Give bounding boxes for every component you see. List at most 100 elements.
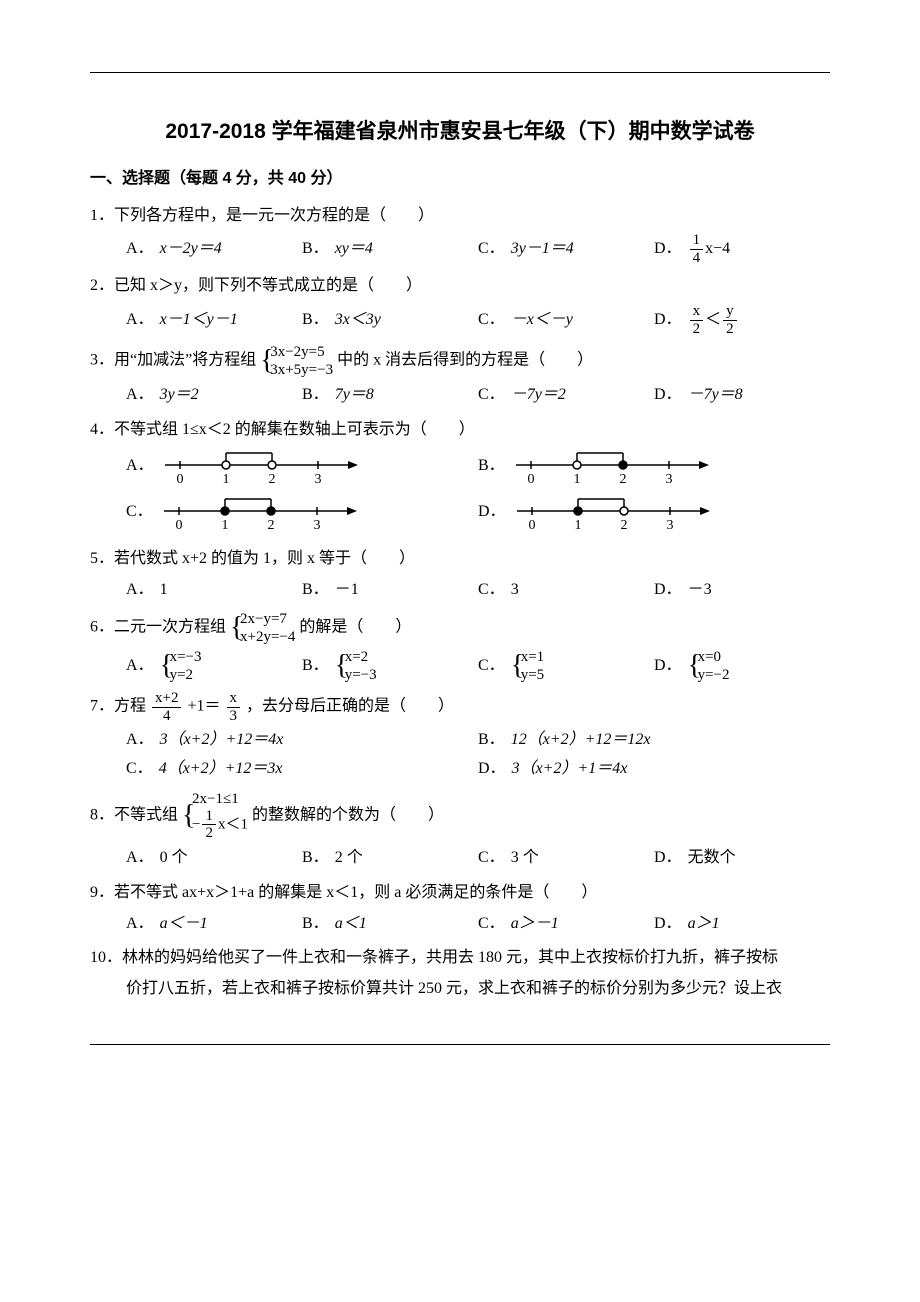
- label-B: B．: [478, 452, 505, 481]
- q2-opt-B: B． 3x＜3y: [302, 306, 478, 335]
- number-line-icon: 0123: [159, 493, 359, 533]
- label-D: D．: [654, 306, 682, 335]
- q6-post: 的解是（ ）: [299, 619, 411, 636]
- svg-text:1: 1: [222, 472, 229, 487]
- svg-text:1: 1: [573, 472, 580, 487]
- svg-text:0: 0: [528, 518, 535, 533]
- section-heading: 一、选择题（每题 4 分，共 40 分）: [90, 165, 830, 194]
- q3-stem: 3．用“加减法”将方程组 { 3x−2y=5 3x+5y=−3 中的 x 消去后…: [90, 343, 830, 379]
- q7-post: ，去分母后正确的是（ ）: [246, 698, 454, 715]
- label-C: C．: [478, 306, 505, 335]
- number-line-icon: 0123: [160, 447, 360, 487]
- q3-opt-A: A．3y＝2: [126, 381, 302, 410]
- q1-D-post: x−4: [705, 235, 730, 264]
- q8-stem: 8．不等式组 { 2x−1≤1 −12x＜1 的整数解的个数为（ ）: [90, 790, 830, 842]
- q3-opt-B: B．7y＝8: [302, 381, 478, 410]
- svg-text:1: 1: [221, 518, 228, 533]
- q6-opt-D: D． {x=0y=−2: [654, 648, 830, 684]
- q5-opt-B: B．－1: [302, 576, 478, 605]
- q8-opt-B: B．2 个: [302, 844, 478, 873]
- question-8: 8．不等式组 { 2x−1≤1 −12x＜1 的整数解的个数为（ ） A．0 个…: [90, 790, 830, 873]
- q6-D-sys: {x=0y=−2: [688, 648, 730, 684]
- label-B: B．: [302, 306, 329, 335]
- svg-text:2: 2: [268, 472, 275, 487]
- svg-text:0: 0: [527, 472, 534, 487]
- q1-opt-B: B． xy＝4: [302, 235, 478, 264]
- q2-C-text: －x＜－y: [511, 306, 573, 335]
- q8-opt-C: C．3 个: [478, 844, 654, 873]
- q6-stem: 6．二元一次方程组 { 2x−y=7 x+2y=−4 的解是（ ）: [90, 610, 830, 646]
- q2-B-text: 3x＜3y: [335, 306, 381, 335]
- q9-opt-B: B．a＜1: [302, 910, 478, 939]
- q3-sys-a: 3x−2y=5: [270, 343, 333, 361]
- q2-opt-A: A． x－1＜y－1: [126, 306, 302, 335]
- q6-opt-A: A． {x=−3y=2: [126, 648, 302, 684]
- brace-icon: {: [260, 343, 273, 379]
- q4-opt-A: A．0123: [126, 447, 478, 487]
- svg-text:2: 2: [619, 472, 626, 487]
- q2-D-l: x 2: [690, 303, 704, 337]
- q1-B-text: xy＝4: [335, 235, 373, 264]
- q1-opt-A: A． x－2y＝4: [126, 235, 302, 264]
- frac-num: 1: [690, 232, 704, 250]
- q3-post: 中的 x 消去后得到的方程是（ ）: [337, 352, 593, 369]
- q6-B-sys: {x=2y=−3: [335, 648, 377, 684]
- q10-line1: 10．林林的妈妈给他买了一件上衣和一条裤子，共用去 180 元，其中上衣按标价打…: [90, 944, 830, 973]
- q8-sys-a: 2x−1≤1: [192, 790, 248, 808]
- q8-pre: 8．不等式组: [90, 807, 178, 824]
- frac-den: 4: [690, 250, 704, 267]
- svg-text:2: 2: [620, 518, 627, 533]
- q1-A-text: x－2y＝4: [160, 235, 222, 264]
- q1-C-text: 3y－1＝4: [511, 235, 574, 264]
- q3-opt-C: C．－7y＝2: [478, 381, 654, 410]
- q7-opt-A: A．3（x+2）+12＝4x: [126, 726, 478, 755]
- label-A: A．: [126, 235, 154, 264]
- q8-sys-b: −12x＜1: [192, 808, 248, 842]
- q6-C-sys: {x=1y=5: [511, 648, 544, 684]
- q7-pre: 7．方程: [90, 698, 150, 715]
- q8-opt-A: A．0 个: [126, 844, 302, 873]
- question-4: 4．不等式组 1≤x＜2 的解集在数轴上可表示为（ ） A．0123B．0123…: [90, 416, 830, 539]
- question-9: 9．若不等式 ax+x＞1+a 的解集是 x＜1，则 a 必须满足的条件是（ ）…: [90, 879, 830, 939]
- label-D: D．: [654, 235, 682, 264]
- question-10: 10．林林的妈妈给他买了一件上衣和一条裤子，共用去 180 元，其中上衣按标价打…: [90, 944, 830, 1004]
- q9-stem: 9．若不等式 ax+x＞1+a 的解集是 x＜1，则 a 必须满足的条件是（ ）: [90, 879, 830, 908]
- q1-stem: 1．下列各方程中，是一元一次方程的是（ ）: [90, 202, 830, 231]
- frac-den: 2: [690, 321, 704, 338]
- brace-icon: {: [182, 790, 195, 842]
- svg-text:0: 0: [175, 518, 182, 533]
- label-A: A．: [126, 306, 154, 335]
- q6-opt-C: C． {x=1y=5: [478, 648, 654, 684]
- frac-num: x: [690, 303, 704, 321]
- q4-opt-B: B．0123: [478, 447, 830, 487]
- q7-f1: x+2 4: [152, 690, 181, 724]
- q9-opt-C: C．a＞－1: [478, 910, 654, 939]
- q6-A-sys: {x=−3y=2: [160, 648, 202, 684]
- q8-post: 的整数解的个数为（ ）: [252, 807, 444, 824]
- q5-opt-C: C．3: [478, 576, 654, 605]
- q2-D-r: y 2: [723, 303, 737, 337]
- q9-opt-D: D．a＞1: [654, 910, 830, 939]
- q8-system: { 2x−1≤1 −12x＜1: [182, 790, 248, 842]
- q7-mid: +1＝: [187, 698, 220, 715]
- q6-sys-a: 2x−y=7: [240, 610, 295, 628]
- q9-opt-A: A．a＜－1: [126, 910, 302, 939]
- question-6: 6．二元一次方程组 { 2x−y=7 x+2y=−4 的解是（ ） A． {x=…: [90, 610, 830, 684]
- bottom-rule: [90, 1044, 830, 1045]
- brace-icon: {: [230, 610, 243, 646]
- q2-opt-C: C． －x＜－y: [478, 306, 654, 335]
- q3-pre: 3．用“加减法”将方程组: [90, 352, 256, 369]
- svg-text:1: 1: [574, 518, 581, 533]
- top-rule: [90, 72, 830, 73]
- q1-opt-C: C． 3y－1＝4: [478, 235, 654, 264]
- q5-opt-D: D．－3: [654, 576, 830, 605]
- q6-opt-B: B． {x=2y=−3: [302, 648, 478, 684]
- frac-den: 2: [723, 321, 737, 338]
- q7-opt-D: D．3（x+2）+1＝4x: [478, 755, 830, 784]
- q7-opt-B: B．12（x+2）+12＝12x: [478, 726, 830, 755]
- svg-text:3: 3: [313, 518, 320, 533]
- question-1: 1．下列各方程中，是一元一次方程的是（ ） A． x－2y＝4 B． xy＝4 …: [90, 202, 830, 267]
- q8-opt-D: D．无数个: [654, 844, 830, 873]
- svg-text:0: 0: [176, 472, 183, 487]
- svg-text:3: 3: [666, 518, 673, 533]
